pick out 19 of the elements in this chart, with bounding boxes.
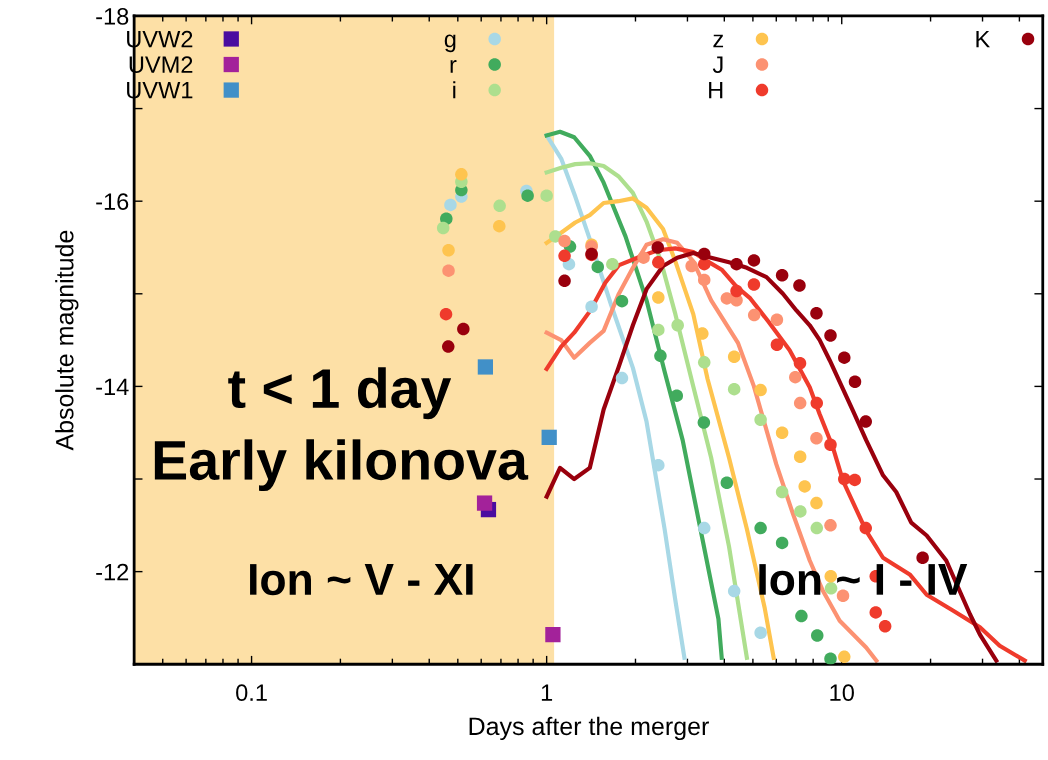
- legend-label: K: [976, 30, 990, 48]
- x-tick-label: 1: [541, 684, 553, 701]
- legend-label: J: [712, 56, 723, 74]
- x-tick-label: 0.1: [236, 684, 267, 702]
- legend-label: i: [453, 81, 456, 99]
- y-axis-title: Absolute magnitude: [55, 230, 79, 451]
- y-tick-label: -12: [96, 563, 129, 581]
- y-tick-label: -16: [96, 193, 129, 210]
- x-axis-title: Days after the merger: [469, 716, 709, 741]
- y-tick-label: -18: [96, 8, 129, 25]
- legend-label: g: [444, 34, 456, 53]
- y-tick-label: -14: [96, 378, 129, 395]
- annotation: Ion ~ V - XI: [250, 564, 473, 596]
- legend-label: r: [450, 60, 457, 73]
- legend-label: H: [709, 82, 723, 99]
- x-tick-label: 10: [830, 684, 854, 702]
- legend-label: z: [713, 34, 724, 48]
- annotation: Early kilonova: [154, 439, 529, 492]
- annotation: t < 1 day: [228, 367, 452, 420]
